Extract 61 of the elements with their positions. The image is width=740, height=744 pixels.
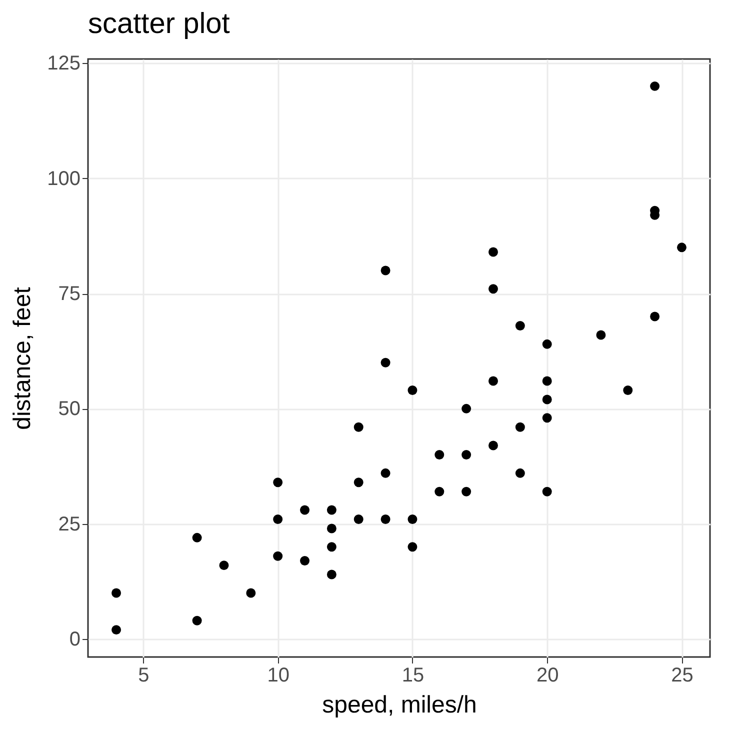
x-tick-label: 15 <box>402 664 424 686</box>
point <box>676 242 686 252</box>
point <box>408 386 418 395</box>
point <box>192 532 202 542</box>
point <box>380 266 390 276</box>
y-tick-label: 100 <box>47 168 80 190</box>
point <box>408 514 418 524</box>
point <box>326 542 336 552</box>
point <box>542 394 552 404</box>
point <box>462 450 472 460</box>
point <box>112 588 122 598</box>
point <box>542 339 552 349</box>
point <box>488 376 498 386</box>
x-axis-title: speed, miles/h <box>322 692 477 718</box>
point <box>273 551 283 561</box>
y-tick-label: 75 <box>58 283 80 305</box>
point <box>542 486 552 496</box>
point <box>273 478 283 488</box>
point <box>434 486 444 496</box>
point <box>354 478 364 488</box>
point <box>542 413 552 423</box>
point <box>380 514 390 524</box>
point <box>246 588 256 598</box>
point <box>462 486 472 496</box>
point <box>488 440 498 450</box>
point <box>462 404 472 414</box>
point <box>112 625 122 635</box>
point <box>623 386 633 395</box>
x-tick-label: 20 <box>536 664 559 686</box>
point <box>488 247 498 257</box>
y-axis-title: distance, feet <box>9 286 36 430</box>
point <box>650 81 660 91</box>
x-tick-label: 5 <box>138 664 150 686</box>
y-tick-label: 50 <box>58 398 80 420</box>
point <box>515 468 525 478</box>
point <box>542 376 552 386</box>
point <box>354 514 364 524</box>
point <box>300 505 310 515</box>
point <box>354 422 364 432</box>
point <box>300 556 310 566</box>
point <box>650 312 660 322</box>
y-tick-label: 25 <box>58 513 80 536</box>
y-tick-label: 0 <box>69 628 80 651</box>
x-tick-label: 25 <box>671 664 694 686</box>
point <box>192 616 202 626</box>
point <box>273 514 283 524</box>
x-tick-label: 10 <box>267 664 290 686</box>
point <box>326 570 336 580</box>
point <box>380 358 390 368</box>
point <box>219 560 229 570</box>
point <box>596 330 606 340</box>
point <box>380 468 390 478</box>
point <box>326 505 336 515</box>
y-tick-label: 125 <box>47 52 80 75</box>
point <box>515 422 525 432</box>
point <box>515 321 525 330</box>
point <box>408 542 418 552</box>
point <box>434 450 444 460</box>
chart-title: scatter plot <box>88 8 230 40</box>
point <box>488 284 498 294</box>
point <box>326 524 336 534</box>
